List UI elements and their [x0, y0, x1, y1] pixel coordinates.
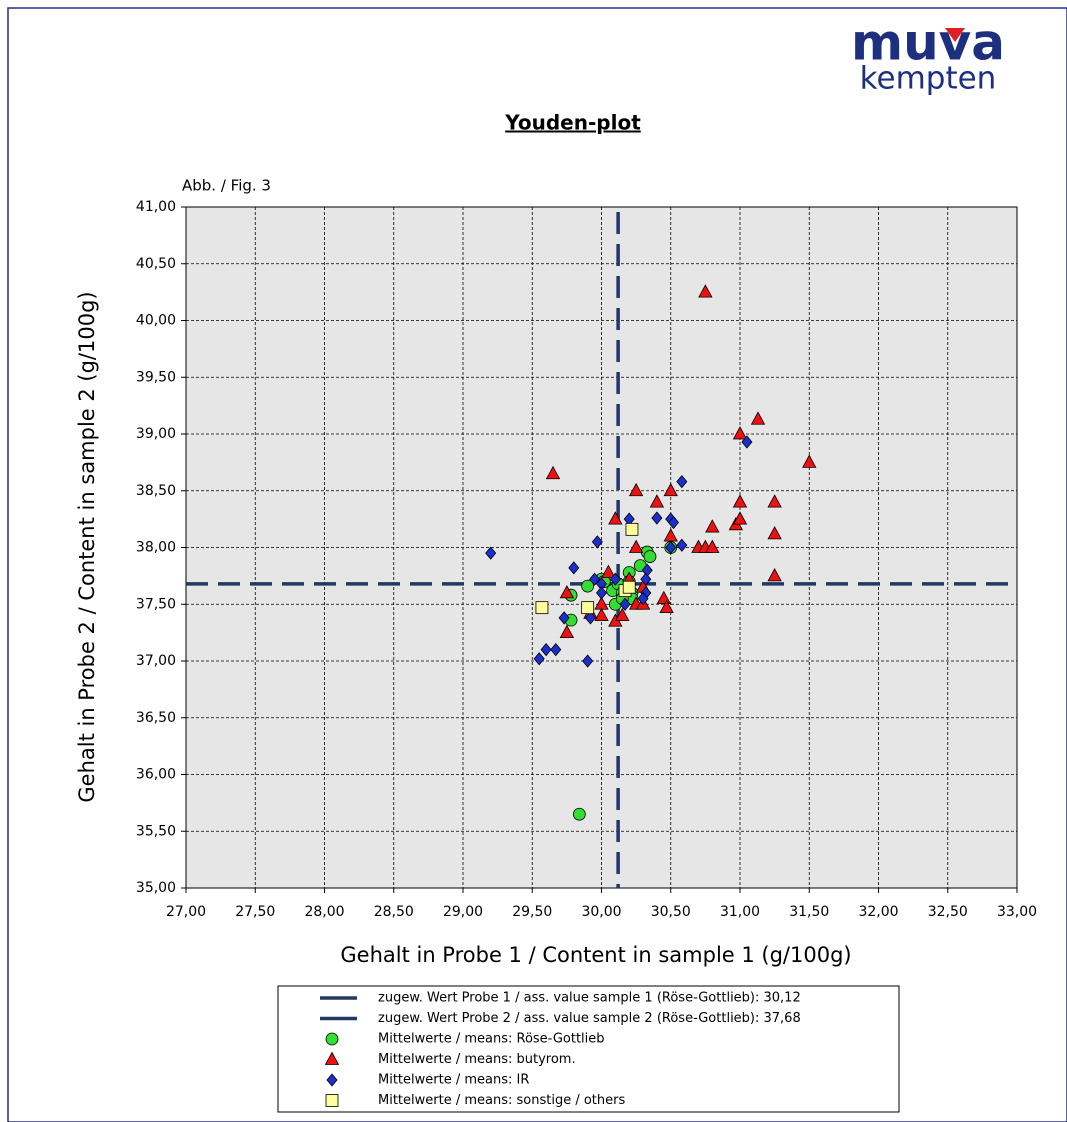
y-tick-label: 37,00	[136, 653, 176, 669]
point	[589, 572, 601, 586]
point	[625, 522, 639, 536]
legend-label: zugew. Wert Probe 2 / ass. value sample …	[378, 1011, 801, 1026]
point	[649, 494, 665, 508]
chart-title: Youden-plot	[504, 111, 641, 135]
legend-swatch	[325, 1094, 339, 1107]
point	[676, 538, 688, 552]
legend-label: Mittelwerte / means: butyrom.	[378, 1052, 576, 1067]
figure-label: Abb. / Fig. 3	[182, 177, 271, 195]
point	[608, 511, 623, 525]
point	[540, 643, 552, 657]
y-tick-label: 41,00	[136, 199, 176, 215]
point	[609, 572, 621, 586]
point	[705, 519, 720, 533]
point	[572, 807, 586, 821]
legend-label: Mittelwerte / means: sonstige / others	[378, 1093, 625, 1108]
x-tick-label: 30,00	[581, 904, 621, 920]
point	[698, 284, 713, 298]
point	[802, 454, 817, 468]
y-tick-label: 38,00	[136, 540, 176, 556]
y-axis-label: Gehalt in Probe 2 / Content in sample 2 …	[75, 291, 99, 802]
point	[582, 654, 594, 668]
point	[767, 494, 782, 508]
x-tick-label: 33,00	[997, 904, 1037, 920]
point	[676, 475, 688, 489]
legend-label: zugew. Wert Probe 1 / ass. value sample …	[378, 991, 801, 1006]
y-tick-label: 36,00	[136, 767, 176, 783]
point	[601, 564, 616, 578]
point	[533, 652, 545, 666]
y-tick-label: 38,50	[136, 483, 176, 499]
point	[628, 539, 644, 553]
point	[568, 561, 580, 575]
point	[594, 607, 609, 621]
point	[615, 607, 630, 621]
x-tick-label: 28,00	[304, 904, 344, 920]
x-tick-label: 32,00	[858, 904, 898, 920]
logo: muva	[851, 14, 1005, 72]
point	[581, 579, 595, 593]
point	[591, 535, 603, 549]
x-tick-label: 28,50	[374, 904, 414, 920]
point	[741, 435, 753, 449]
x-tick-label: 31,00	[720, 904, 760, 920]
x-tick-label: 27,00	[166, 904, 206, 920]
point	[545, 465, 561, 480]
point	[558, 611, 570, 625]
point	[581, 601, 595, 615]
y-tick-label: 39,00	[136, 426, 176, 442]
point	[656, 590, 671, 604]
point	[659, 599, 674, 614]
point	[559, 585, 575, 599]
point	[485, 546, 497, 560]
point	[665, 540, 677, 555]
logo-accent	[945, 28, 965, 42]
point	[667, 515, 680, 530]
point	[584, 611, 596, 625]
y-tick-label: 39,50	[136, 369, 176, 385]
legend-swatch	[326, 1073, 338, 1087]
legend-swatch	[325, 1032, 339, 1046]
point	[640, 572, 652, 586]
x-tick-label: 32,50	[928, 904, 968, 920]
point	[732, 494, 748, 508]
point	[750, 411, 766, 425]
legend-swatch	[324, 1051, 340, 1065]
x-axis-label: Gehalt in Probe 1 / Content in sample 1 …	[340, 943, 851, 967]
point	[637, 591, 649, 606]
point	[732, 511, 748, 525]
y-tick-label: 36,50	[136, 710, 176, 726]
point	[595, 586, 608, 600]
x-tick-label: 29,50	[512, 904, 552, 920]
point	[628, 482, 644, 497]
point	[550, 643, 562, 657]
point	[559, 624, 575, 639]
legend	[277, 985, 900, 1113]
point	[767, 568, 782, 582]
legend-label: Mittelwerte / means: IR	[378, 1073, 529, 1088]
logo-subtext: kempten	[860, 61, 997, 97]
point	[651, 511, 663, 525]
legend-label: Mittelwerte / means: Röse-Gottlieb	[378, 1032, 605, 1047]
point	[705, 539, 720, 553]
y-tick-label: 37,50	[136, 596, 176, 612]
point	[767, 526, 782, 540]
x-tick-label: 30,50	[651, 904, 691, 920]
point	[619, 597, 631, 611]
point	[622, 580, 636, 594]
point	[535, 601, 549, 615]
x-tick-label: 27,50	[235, 904, 275, 920]
y-tick-label: 40,00	[136, 313, 176, 329]
point	[643, 550, 657, 563]
x-tick-label: 29,00	[443, 904, 483, 920]
page-border	[7, 7, 1067, 1122]
y-tick-label: 35,50	[136, 823, 176, 839]
y-tick-label: 35,00	[136, 880, 176, 896]
y-tick-label: 40,50	[136, 256, 176, 272]
point	[663, 482, 678, 497]
point	[732, 426, 748, 440]
x-tick-label: 31,50	[789, 904, 829, 920]
